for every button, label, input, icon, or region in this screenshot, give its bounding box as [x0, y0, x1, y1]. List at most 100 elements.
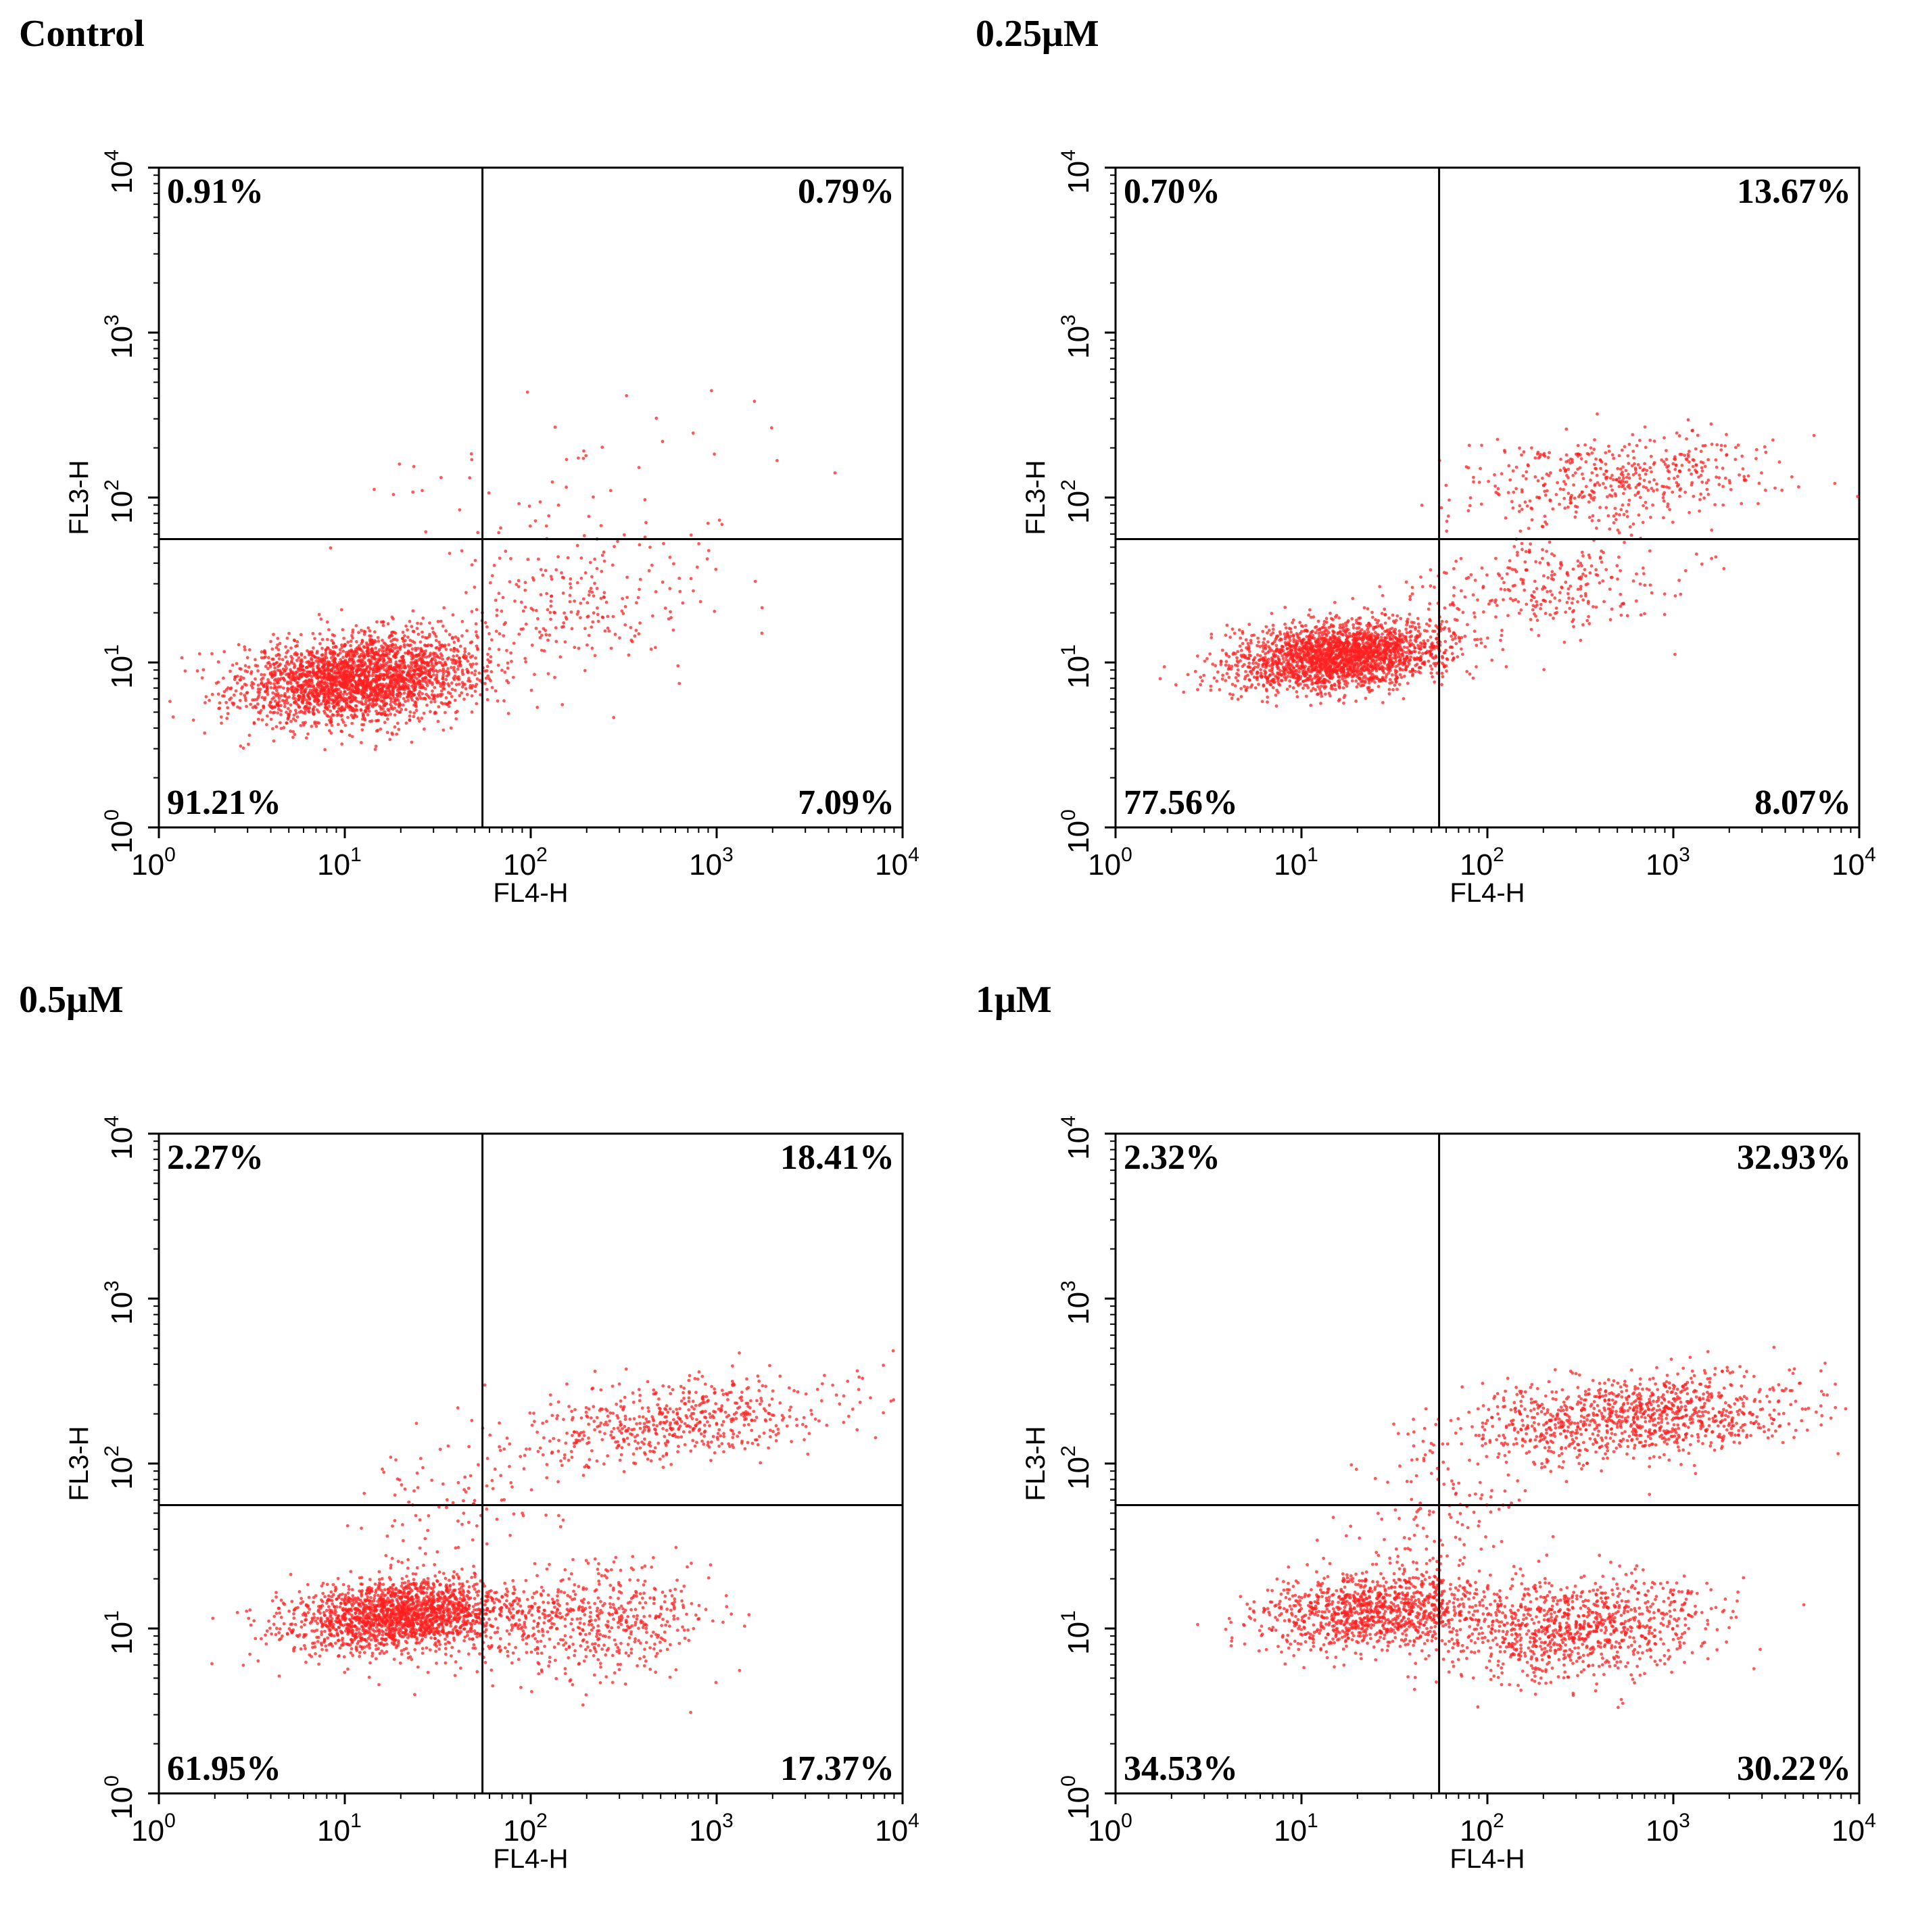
data-point [295, 670, 300, 674]
data-point [269, 639, 272, 644]
data-point [638, 543, 642, 547]
data-point [470, 671, 474, 675]
data-point [1385, 652, 1389, 655]
data-point [256, 702, 260, 706]
data-point [229, 696, 233, 700]
data-point [412, 693, 416, 697]
data-point [340, 742, 344, 746]
data-point [350, 669, 354, 673]
data-point [1305, 647, 1309, 651]
data-point [245, 704, 248, 708]
data-point [1200, 679, 1204, 683]
data-point [1271, 685, 1275, 690]
data-point [1254, 661, 1258, 665]
data-point [326, 664, 330, 668]
data-point [1310, 689, 1313, 693]
data-point [239, 675, 243, 679]
data-point [455, 654, 459, 658]
data-point [231, 703, 235, 706]
data-point [411, 656, 415, 660]
data-point [375, 667, 379, 671]
data-point [517, 579, 521, 583]
data-point [340, 643, 343, 647]
data-point [437, 648, 441, 652]
data-point [270, 706, 274, 710]
data-point [1220, 648, 1224, 652]
data-point [1416, 635, 1419, 639]
data-point [283, 664, 287, 668]
data-point [483, 681, 487, 685]
data-point [558, 655, 563, 659]
data-point [1182, 690, 1186, 694]
data-point [339, 608, 343, 612]
data-point [1421, 652, 1425, 656]
data-point [1394, 660, 1398, 663]
data-point [450, 687, 454, 692]
data-point [1408, 625, 1412, 629]
data-point [502, 699, 506, 703]
data-point [329, 648, 332, 652]
data-point [450, 666, 453, 669]
data-point [269, 685, 273, 690]
data-point [316, 702, 319, 706]
data-point [431, 627, 435, 630]
data-point [1230, 665, 1234, 669]
data-point [1451, 637, 1454, 642]
data-point [397, 727, 401, 731]
data-point [291, 674, 295, 678]
data-point [1383, 667, 1386, 671]
data-point [308, 665, 312, 668]
data-point [606, 626, 610, 630]
data-point [339, 658, 343, 662]
data-point [395, 692, 399, 696]
data-point [668, 587, 672, 591]
data-point [454, 717, 458, 721]
data-point [421, 683, 424, 687]
data-point [585, 643, 589, 647]
data-point [239, 744, 243, 748]
data-point [1239, 695, 1243, 698]
data-point [1227, 655, 1231, 658]
data-point [1450, 652, 1454, 656]
data-point [319, 680, 323, 684]
data-point [360, 629, 363, 632]
data-point [360, 723, 364, 727]
data-point [375, 679, 379, 683]
data-point [421, 489, 424, 493]
data-point [276, 637, 280, 640]
data-point [360, 638, 364, 642]
data-point [404, 681, 408, 685]
data-point [1396, 651, 1400, 655]
data-point [1383, 629, 1387, 633]
data-point [1329, 611, 1332, 615]
data-point [383, 721, 387, 725]
data-point [1427, 659, 1431, 663]
data-point [458, 661, 462, 665]
data-point [546, 672, 550, 675]
data-point [1247, 661, 1251, 665]
data-point [350, 696, 354, 699]
data-point [286, 706, 290, 710]
data-point [423, 727, 426, 731]
data-point [486, 658, 490, 662]
data-point [1355, 619, 1358, 622]
data-point [583, 571, 588, 575]
data-point [544, 569, 548, 573]
data-point [1274, 662, 1278, 666]
data-point [1256, 665, 1260, 669]
data-point [623, 623, 627, 627]
data-point [320, 653, 324, 657]
data-point [449, 648, 453, 652]
data-point [553, 675, 556, 679]
data-point [276, 643, 279, 647]
data-point [296, 681, 300, 684]
data-point [1327, 664, 1331, 667]
data-point [661, 580, 665, 584]
data-point [439, 476, 443, 479]
data-point [254, 677, 257, 681]
data-point [1374, 631, 1377, 635]
data-point [418, 672, 422, 676]
data-point [413, 687, 417, 692]
data-point [267, 660, 271, 665]
data-point [341, 673, 345, 677]
